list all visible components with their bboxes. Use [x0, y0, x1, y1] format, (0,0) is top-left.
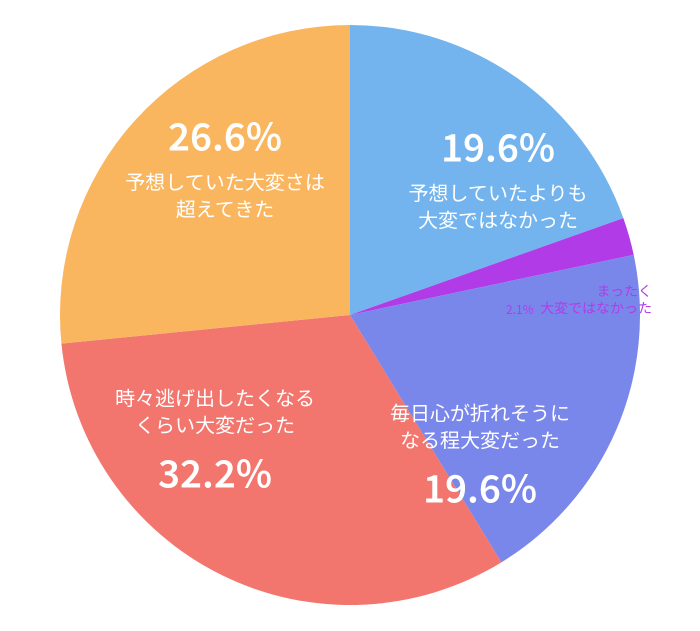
pie-svg [0, 0, 700, 631]
pie-slice-s5 [60, 25, 350, 344]
pie-chart: 19.6%予想していたよりも 大変ではなかったまったく 大変ではなかった2.1%… [0, 0, 700, 631]
